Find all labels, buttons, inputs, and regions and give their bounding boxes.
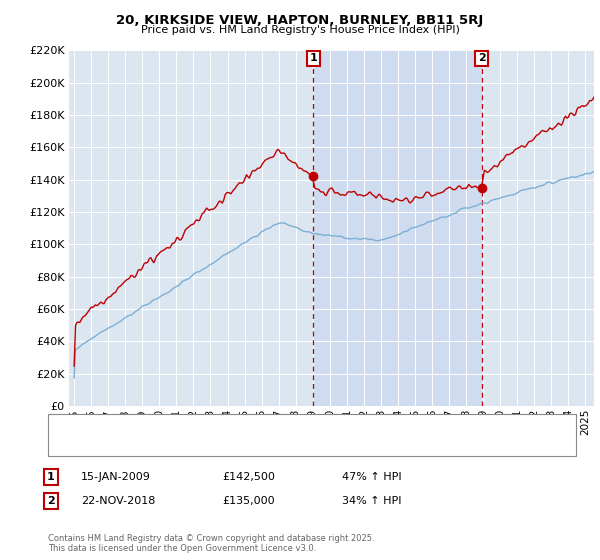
Text: £142,500: £142,500 (222, 472, 275, 482)
Text: 1: 1 (310, 54, 317, 63)
Text: ─────: ───── (60, 419, 97, 433)
Text: 47% ↑ HPI: 47% ↑ HPI (342, 472, 401, 482)
Text: £135,000: £135,000 (222, 496, 275, 506)
Text: 2: 2 (47, 496, 55, 506)
Text: 1: 1 (47, 472, 55, 482)
Bar (313, 50, 482, 406)
Text: 22-NOV-2018: 22-NOV-2018 (81, 496, 155, 506)
Text: Contains HM Land Registry data © Crown copyright and database right 2025.
This d: Contains HM Land Registry data © Crown c… (48, 534, 374, 553)
Text: 2: 2 (478, 54, 486, 63)
Text: Price paid vs. HM Land Registry's House Price Index (HPI): Price paid vs. HM Land Registry's House … (140, 25, 460, 35)
Text: 34% ↑ HPI: 34% ↑ HPI (342, 496, 401, 506)
Text: ─────: ───── (60, 440, 97, 452)
Text: 20, KIRKSIDE VIEW, HAPTON, BURNLEY, BB11 5RJ (semi-detached house): 20, KIRKSIDE VIEW, HAPTON, BURNLEY, BB11… (93, 421, 473, 431)
Text: HPI: Average price, semi-detached house, Burnley: HPI: Average price, semi-detached house,… (93, 441, 355, 451)
Text: 20, KIRKSIDE VIEW, HAPTON, BURNLEY, BB11 5RJ: 20, KIRKSIDE VIEW, HAPTON, BURNLEY, BB11… (116, 14, 484, 27)
Text: 15-JAN-2009: 15-JAN-2009 (81, 472, 151, 482)
